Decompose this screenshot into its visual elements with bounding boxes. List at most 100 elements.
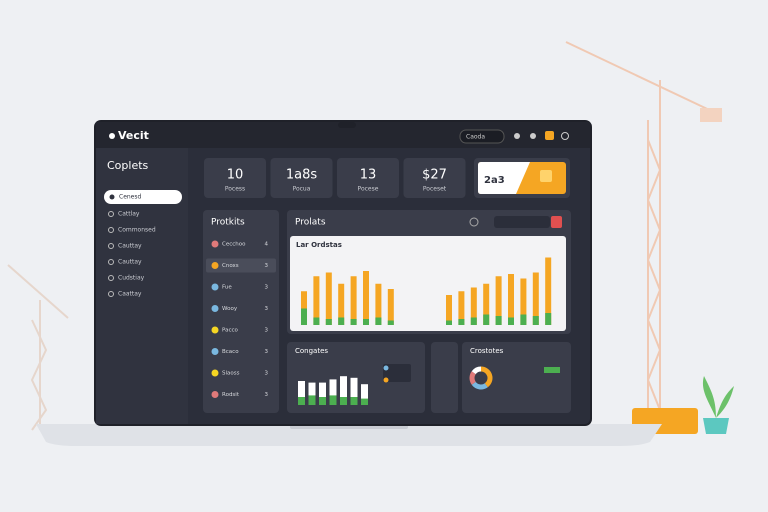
donut-slice (469, 371, 476, 385)
sidebar (96, 148, 188, 424)
bar-base (532, 316, 539, 325)
bar (375, 283, 382, 325)
brand: Vecit (118, 129, 149, 142)
nav-icon (108, 211, 114, 217)
bar-base (340, 397, 347, 405)
stat-card (403, 158, 466, 198)
stat-label: Pocese (358, 186, 379, 193)
list-label: Wooy (222, 306, 238, 312)
dropdown[interactable] (494, 216, 550, 228)
icon[interactable] (469, 217, 479, 227)
bar-base (298, 397, 305, 405)
bar (325, 272, 332, 325)
list-label: Pacco (222, 328, 238, 334)
nav-icon (108, 243, 114, 249)
stat-value: 10 (227, 168, 244, 183)
list-dot (211, 369, 219, 377)
nav-icon (108, 227, 114, 233)
list-highlight (206, 258, 276, 273)
nav-item[interactable]: Cauttay (118, 243, 142, 250)
bar (350, 276, 357, 325)
bar (329, 379, 337, 405)
nav-icon (109, 194, 115, 200)
legend-dot (383, 365, 389, 371)
nav-icon (108, 275, 114, 281)
bar-base (325, 319, 332, 325)
bar-base (387, 320, 394, 325)
icon[interactable] (530, 133, 536, 139)
icon[interactable] (545, 131, 554, 140)
bar-base (458, 319, 465, 325)
chart-title: Prolats (295, 218, 326, 228)
bar (387, 289, 394, 325)
mini-panel (431, 342, 458, 413)
crane-right (565, 41, 722, 420)
nav-active[interactable] (104, 190, 182, 204)
stat-label: Poceset (423, 186, 447, 193)
bar-base (329, 395, 337, 405)
close-button[interactable] (551, 216, 562, 228)
list-label: Bcaco (222, 349, 239, 355)
list-dot (211, 240, 219, 248)
nav-icon (108, 259, 114, 265)
bar (495, 276, 502, 325)
promo-value: 2a3 (484, 175, 505, 186)
bar (338, 283, 345, 325)
bar-base (313, 317, 320, 325)
list-title: Protkits (211, 218, 245, 228)
brand-logo (109, 133, 115, 139)
list-dot (211, 305, 219, 312)
bar (470, 287, 477, 325)
donut-panel (462, 342, 571, 413)
bar (363, 271, 369, 325)
nav-item[interactable]: Cudstiay (118, 275, 145, 282)
bar-base (363, 319, 369, 325)
list-count: 3 (265, 285, 269, 291)
promo-white (478, 162, 530, 194)
bar-base (545, 313, 552, 325)
search-box[interactable] (459, 129, 505, 144)
nav-item[interactable]: Cattlay (118, 211, 140, 218)
stat-label: Pocua (293, 186, 311, 193)
list-dot (211, 348, 219, 355)
bar (520, 278, 527, 325)
bar (340, 376, 347, 405)
donut-slice (471, 381, 488, 390)
bar-base (495, 316, 502, 325)
bar-base (520, 314, 527, 325)
bar (361, 384, 368, 405)
stat-card (270, 158, 333, 198)
list-label: Fue (222, 285, 232, 291)
bar (446, 295, 452, 325)
bar-base (446, 320, 452, 325)
icon[interactable] (514, 133, 520, 139)
list-label: Slaoss (222, 371, 240, 377)
bar (458, 291, 465, 325)
chart-subtitle: Lar Ordstas (296, 241, 342, 249)
stat-card (337, 158, 399, 198)
list-count: 3 (265, 328, 269, 334)
bar (508, 274, 514, 325)
plant-pot (703, 418, 729, 434)
list-count: 3 (265, 306, 269, 312)
list-label: Rodsit (222, 392, 240, 398)
nav-item[interactable]: Cauttay (118, 259, 142, 266)
nav-item[interactable]: Commonsed (118, 227, 156, 234)
icon[interactable] (561, 132, 569, 140)
nav-item[interactable]: Caattay (118, 291, 142, 298)
nav-icon (108, 291, 114, 297)
nav-active-label: Cenesd (119, 194, 142, 201)
list-count: 3 (265, 263, 269, 269)
laptop-base (36, 424, 662, 446)
donut-slice (471, 366, 482, 375)
promo-icon[interactable] (540, 170, 552, 182)
bar-base (338, 317, 345, 325)
bar (319, 382, 326, 405)
list-dot (211, 391, 219, 398)
list-dot (211, 326, 219, 334)
stat-value: 1a8s (286, 168, 318, 183)
bar-base (350, 397, 358, 405)
stat-label: Pocess (225, 186, 245, 193)
donut-slice (480, 366, 493, 388)
